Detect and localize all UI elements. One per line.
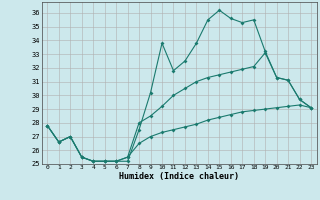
X-axis label: Humidex (Indice chaleur): Humidex (Indice chaleur)	[119, 172, 239, 181]
